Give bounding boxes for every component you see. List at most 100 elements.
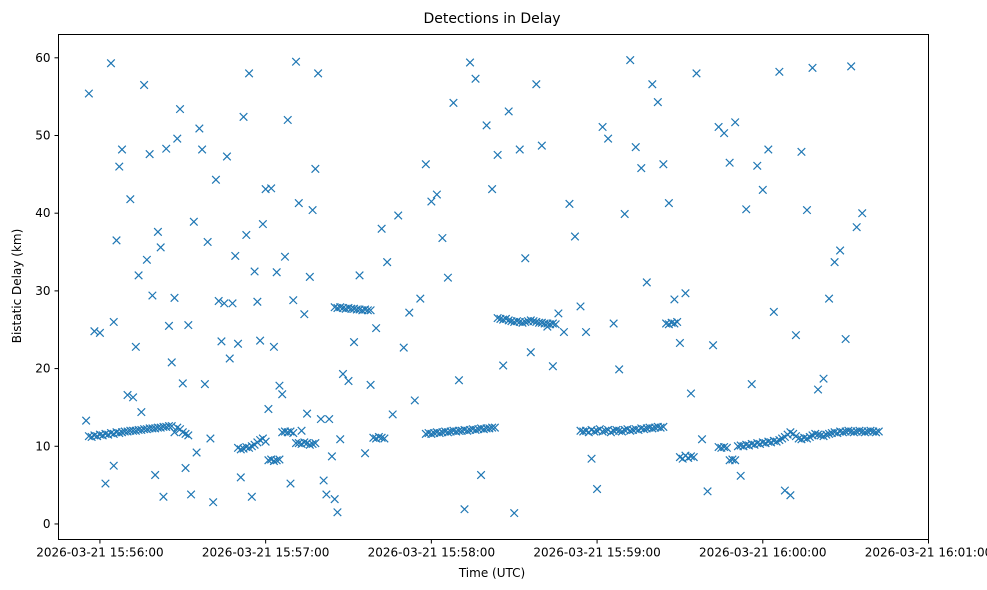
data-point xyxy=(181,463,190,473)
data-point xyxy=(449,98,458,108)
data-point xyxy=(764,145,773,154)
data-point xyxy=(333,508,342,517)
data-point xyxy=(244,69,254,78)
data-point xyxy=(294,198,304,208)
data-point xyxy=(565,199,574,209)
data-point xyxy=(686,452,696,461)
y-tick-label: 30 xyxy=(35,284,50,298)
data-point xyxy=(228,299,237,308)
data-point xyxy=(291,57,301,66)
data-point xyxy=(758,185,768,195)
data-point xyxy=(614,365,624,374)
data-point xyxy=(427,429,436,439)
data-point xyxy=(286,479,295,488)
data-point xyxy=(236,473,246,482)
data-point xyxy=(598,427,607,436)
data-point xyxy=(625,55,635,65)
data-point xyxy=(178,379,188,388)
data-point xyxy=(838,428,848,437)
data-point xyxy=(214,296,223,306)
data-point xyxy=(835,246,845,255)
data-point xyxy=(476,470,486,480)
data-point xyxy=(269,342,279,352)
data-point xyxy=(311,164,320,174)
data-point xyxy=(344,376,353,386)
data-point xyxy=(139,80,149,90)
data-point xyxy=(264,404,273,414)
data-point xyxy=(255,336,265,345)
x-tick-label: 2026-03-21 15:57:00 xyxy=(202,546,329,560)
data-point xyxy=(802,205,812,215)
chart-title: Detections in Delay xyxy=(423,11,560,27)
data-point xyxy=(297,426,306,435)
data-point xyxy=(435,428,444,438)
data-point xyxy=(664,198,674,208)
data-point xyxy=(432,190,442,199)
data-point xyxy=(609,319,618,328)
tick-layer: 2026-03-21 15:56:00 2026-03-21 15:57:00 20… xyxy=(35,51,987,560)
data-point xyxy=(115,428,124,438)
data-point xyxy=(463,426,472,435)
data-point xyxy=(239,112,248,122)
data-point xyxy=(601,426,610,435)
data-point xyxy=(175,104,185,114)
data-point xyxy=(231,251,240,261)
data-point xyxy=(126,194,135,204)
data-point xyxy=(253,297,262,306)
data-point xyxy=(498,361,508,370)
data-point xyxy=(612,425,621,435)
x-tick-label: 2026-03-21 15:59:00 xyxy=(533,546,660,560)
data-point xyxy=(675,338,685,348)
data-point xyxy=(159,492,168,501)
data-point xyxy=(211,175,221,185)
data-point xyxy=(786,490,795,500)
data-point xyxy=(490,423,500,432)
data-point xyxy=(603,134,613,143)
data-point xyxy=(225,354,234,363)
data-point xyxy=(142,255,152,265)
data-point xyxy=(327,452,337,461)
data-point xyxy=(830,257,839,267)
data-point xyxy=(775,67,784,77)
data-point xyxy=(338,369,348,379)
data-point xyxy=(399,343,408,352)
x-tick-label: 2026-03-21 15:56:00 xyxy=(36,546,163,560)
data-point xyxy=(866,426,875,435)
data-point xyxy=(824,294,834,303)
data-point xyxy=(786,428,795,437)
data-point xyxy=(753,161,762,171)
data-point xyxy=(137,407,146,417)
data-point xyxy=(308,205,317,215)
data-point xyxy=(106,59,116,68)
data-point xyxy=(280,252,290,261)
data-point xyxy=(181,429,190,439)
data-point xyxy=(681,288,690,298)
data-point xyxy=(184,320,193,330)
data-point xyxy=(101,479,110,488)
data-point xyxy=(857,208,867,218)
data-point xyxy=(648,424,657,433)
data-point xyxy=(300,309,309,319)
data-point xyxy=(131,342,141,352)
data-point xyxy=(648,79,657,89)
data-point xyxy=(730,456,740,465)
data-point xyxy=(855,426,864,435)
data-point xyxy=(222,152,232,161)
data-point xyxy=(117,145,127,154)
data-point xyxy=(454,376,464,385)
data-point xyxy=(203,237,212,247)
data-point xyxy=(170,428,179,437)
data-point xyxy=(90,327,99,336)
data-point xyxy=(813,430,823,439)
data-point xyxy=(164,321,174,331)
y-tick-label: 0 xyxy=(43,517,51,531)
x-tick-label: 2026-03-21 16:01:00 xyxy=(865,546,987,560)
data-point xyxy=(532,79,541,89)
data-point xyxy=(460,504,469,514)
data-point xyxy=(167,421,176,431)
data-point xyxy=(819,374,828,383)
data-point xyxy=(283,115,292,125)
x-axis-title: Time (UTC) xyxy=(458,566,525,580)
data-point xyxy=(791,330,801,340)
y-tick-label: 20 xyxy=(35,362,50,376)
